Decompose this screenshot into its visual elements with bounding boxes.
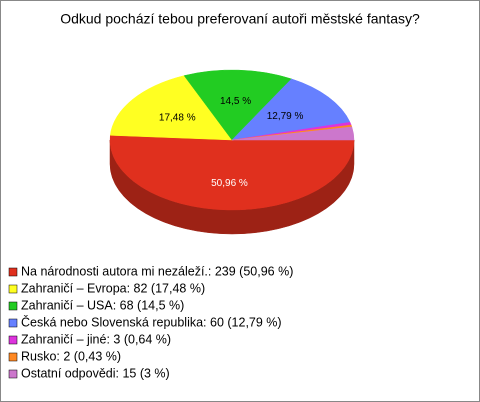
slice	[183, 69, 292, 141]
legend-swatch	[8, 267, 18, 277]
legend-swatch	[8, 352, 18, 362]
legend-swatch	[8, 318, 18, 328]
legend-label: Česká nebo Slovenská republika: 60 (12,7…	[21, 314, 282, 329]
legend-label: Zahraničí – USA: 68 (14,5 %)	[21, 298, 184, 312]
slice	[109, 75, 233, 141]
value-label: 12,79 %	[267, 111, 304, 122]
legend-label: Na národnosti autora mi nezáleží.: 239 (…	[21, 264, 293, 278]
chart-title: Odkud pochází tebou preferovaní autoři m…	[60, 11, 420, 27]
value-label: 17,48 %	[159, 112, 196, 123]
legend-label: Ostatní odpovědi: 15 (3 %)	[21, 366, 170, 380]
value-label: 14,5 %	[220, 96, 251, 107]
slice	[231, 126, 355, 141]
legend-label: Zahraničí – jiné: 3 (0,64 %)	[21, 332, 171, 346]
slice	[231, 78, 351, 141]
value-label: 50,96 %	[211, 178, 248, 189]
legend-swatch	[8, 335, 18, 345]
legend-swatch	[8, 369, 18, 379]
legend-label: Zahraničí – Evropa: 82 (17,48 %)	[21, 281, 205, 295]
legend-swatch	[8, 301, 18, 311]
slice	[109, 135, 355, 211]
legend-swatch	[8, 284, 18, 294]
legend-label: Rusko: 2 (0,43 %)	[21, 349, 121, 363]
